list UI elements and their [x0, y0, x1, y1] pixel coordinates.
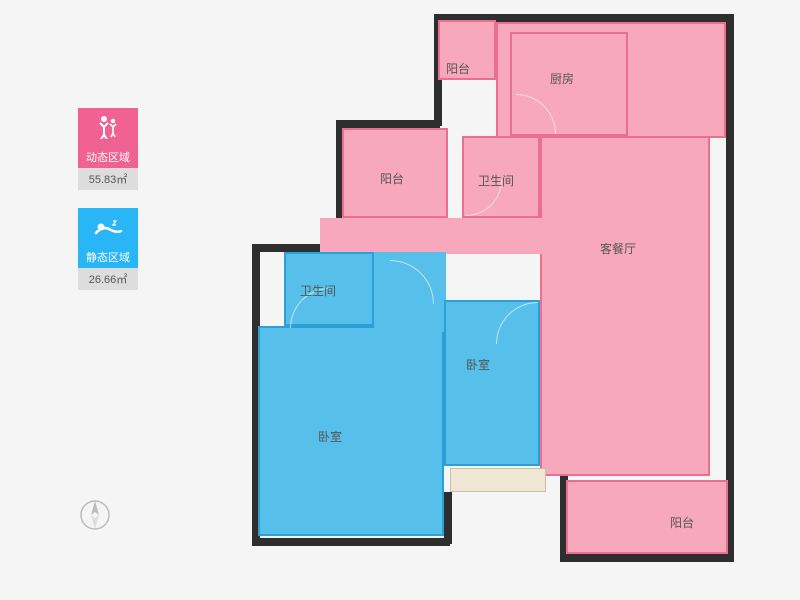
label-bath-left: 卫生间	[300, 282, 336, 299]
compass-icon	[78, 498, 112, 537]
room-balcony-bottom	[566, 480, 728, 554]
legend-dynamic-value: 55.83㎡	[78, 168, 138, 190]
people-icon	[95, 115, 121, 139]
legend-static-label: 静态区域	[78, 246, 138, 268]
legend-static-box: 静态区域 26.66㎡	[78, 208, 138, 290]
frame-seg	[336, 120, 440, 128]
frame-seg	[252, 538, 450, 546]
legend-dynamic-box: 动态区域 55.83㎡	[78, 108, 138, 190]
label-bedroom-big: 卧室	[318, 428, 342, 445]
balcony-floor	[450, 468, 546, 492]
legend-dynamic: 动态区域 55.83㎡	[78, 108, 138, 190]
label-bedroom-small: 卧室	[466, 356, 490, 373]
legend-dynamic-icon	[78, 108, 138, 146]
label-balcony-top: 阳台	[446, 60, 470, 77]
label-kitchen: 厨房	[550, 70, 574, 87]
label-living: 客餐厅	[600, 240, 636, 257]
label-bath-top: 卫生间	[478, 172, 514, 189]
frame-seg	[560, 554, 734, 562]
legend-static: 静态区域 26.66㎡	[78, 208, 138, 290]
room-bedroom-big	[258, 326, 444, 536]
sleep-icon	[93, 217, 123, 237]
frame-seg	[444, 492, 452, 544]
room-living	[540, 136, 710, 476]
legend-static-value: 26.66㎡	[78, 268, 138, 290]
label-balcony-mid: 阳台	[380, 170, 404, 187]
room-hall	[320, 218, 542, 254]
label-balcony-bottom: 阳台	[670, 514, 694, 531]
floorplan: 阳台 厨房 阳台 卫生间 客餐厅 阳台 卫生间 卧室 卧室	[240, 20, 740, 570]
legend-dynamic-label: 动态区域	[78, 146, 138, 168]
legend-static-icon	[78, 208, 138, 246]
